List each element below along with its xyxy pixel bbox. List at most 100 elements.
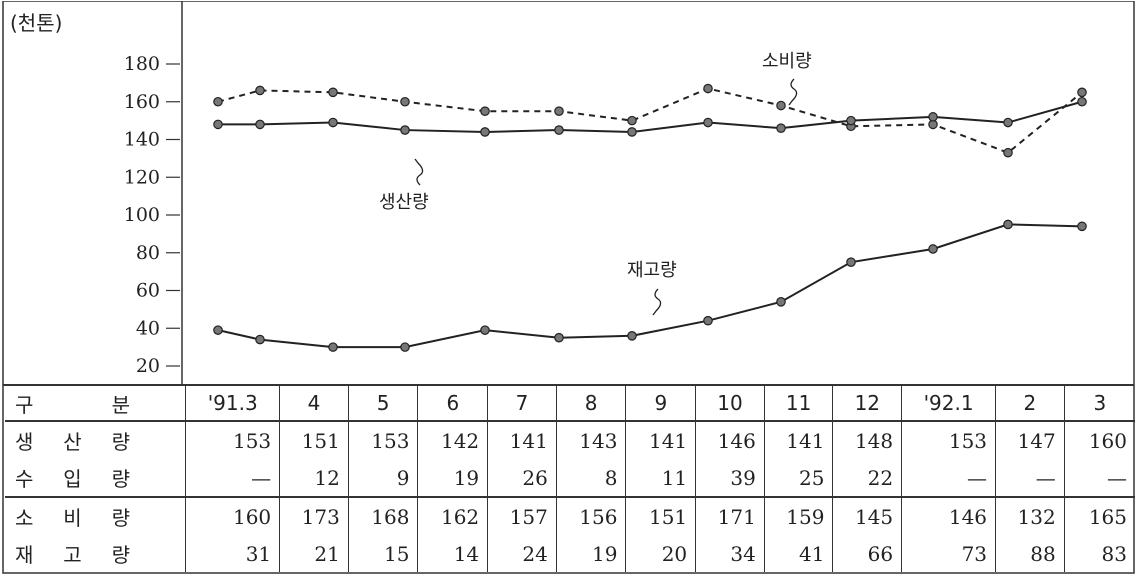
data-point [846, 257, 856, 267]
y-tick-label: 160 [124, 91, 160, 113]
table-cell: — [185, 459, 280, 498]
y-unit-label: (천톤) [10, 11, 63, 35]
data-point [255, 85, 265, 96]
data-point [328, 87, 338, 98]
table-cell: 26 [487, 459, 557, 498]
table-cell: 142 [417, 421, 488, 459]
data-point [928, 244, 938, 254]
table-cell: 146 [695, 421, 765, 459]
data-point [554, 106, 564, 116]
column-header: 8 [555, 386, 626, 422]
column-header: 12 [832, 386, 902, 422]
data-point [1003, 147, 1013, 158]
data-point [328, 117, 338, 128]
inventory-annotation: 재고량 [627, 260, 677, 281]
table-cell: 148 [832, 421, 902, 459]
data-point [1077, 221, 1087, 232]
table-row: 소 비 량 160 173 168 162 157 156 151 171 159 145 146 132 1… [5, 497, 1135, 535]
table-cell: — [901, 459, 996, 498]
table-cell: 34 [695, 535, 765, 572]
data-point [627, 330, 637, 341]
table-cell: 141 [487, 421, 557, 459]
table-cell: 20 [625, 535, 696, 572]
data-point [400, 125, 410, 135]
table-row: 재 고 량 31 21 15 14 24 19 20 34 41 66 73 88 83 [5, 535, 1135, 572]
table-cell: 157 [487, 497, 557, 535]
data-point [703, 83, 713, 94]
table-cell: 39 [695, 459, 765, 498]
column-header: 2 [995, 386, 1065, 422]
table-cell: 168 [347, 497, 418, 535]
data-point [846, 115, 856, 126]
table-cell: 41 [763, 535, 833, 572]
series-line-0 [217, 87, 1083, 154]
table-cell: 147 [995, 421, 1065, 459]
data-point [703, 117, 713, 128]
data-point [480, 127, 490, 137]
table-cell: 15 [347, 535, 418, 572]
table-cell: 153 [901, 421, 996, 459]
data-point [255, 119, 265, 130]
data-table: 구 분 '91.3 4 5 6 7 8 9 10 11 12'92.1 2 3 생 산 량 153 151 153 14… [5, 386, 1135, 572]
data-point [928, 112, 938, 122]
column-header: '92.1 [901, 386, 996, 422]
data-point [480, 325, 490, 335]
data-point [554, 332, 564, 343]
table-cell: 11 [625, 459, 696, 498]
table-cell: 8 [555, 459, 626, 498]
consumption-pointer [788, 78, 798, 106]
table-cell: 73 [901, 535, 996, 572]
table-cell: 162 [417, 497, 488, 535]
data-point [1077, 87, 1087, 98]
table-cell: 66 [832, 535, 902, 572]
table-cell: 156 [555, 497, 626, 535]
data-point [776, 100, 786, 111]
table-cell: 31 [185, 535, 280, 572]
table-cell: 153 [185, 421, 280, 459]
series-line-1 [218, 100, 1083, 133]
column-header: 10 [695, 386, 765, 422]
data-point [627, 115, 637, 126]
data-point [776, 123, 786, 133]
table-row: 생 산 량 153 151 153 142 141 143 141 146 141 148 153 147 1… [5, 421, 1135, 459]
table-cell: 14 [417, 535, 488, 572]
table-cell: 151 [625, 497, 696, 535]
table-cell: 141 [625, 421, 696, 459]
table-cell: 173 [279, 497, 349, 535]
table-cell: 159 [763, 497, 833, 535]
column-header: '91.3 [185, 386, 280, 422]
y-tick-label: 80 [136, 242, 160, 264]
table-cell: 25 [763, 459, 833, 498]
series-line-2 [217, 223, 1083, 349]
y-tick-label: 60 [136, 280, 160, 302]
table-cell: 19 [417, 459, 488, 498]
data-point [328, 342, 338, 352]
column-header: 7 [487, 386, 557, 422]
table-cell: 160 [185, 497, 280, 535]
table-cell: 21 [279, 535, 349, 572]
table-cell: 132 [995, 497, 1065, 535]
table-cell: 146 [901, 497, 996, 535]
table-cell: 165 [1063, 497, 1135, 535]
production-pointer [414, 158, 424, 186]
data-point [1003, 117, 1013, 128]
data-point [213, 119, 223, 130]
data-point [1077, 96, 1087, 107]
data-point [213, 325, 223, 335]
table-cell: 24 [487, 535, 557, 572]
data-point [627, 127, 637, 137]
column-header: 5 [347, 386, 418, 422]
production-annotation: 생산량 [379, 192, 429, 213]
table-cell: 160 [1063, 421, 1135, 459]
column-header: 6 [417, 386, 488, 422]
y-tick-label: 120 [124, 166, 160, 188]
table-cell: — [1063, 459, 1135, 498]
y-tick-label: 180 [124, 53, 160, 75]
table-cell: 22 [832, 459, 902, 498]
column-header: 3 [1063, 386, 1135, 422]
